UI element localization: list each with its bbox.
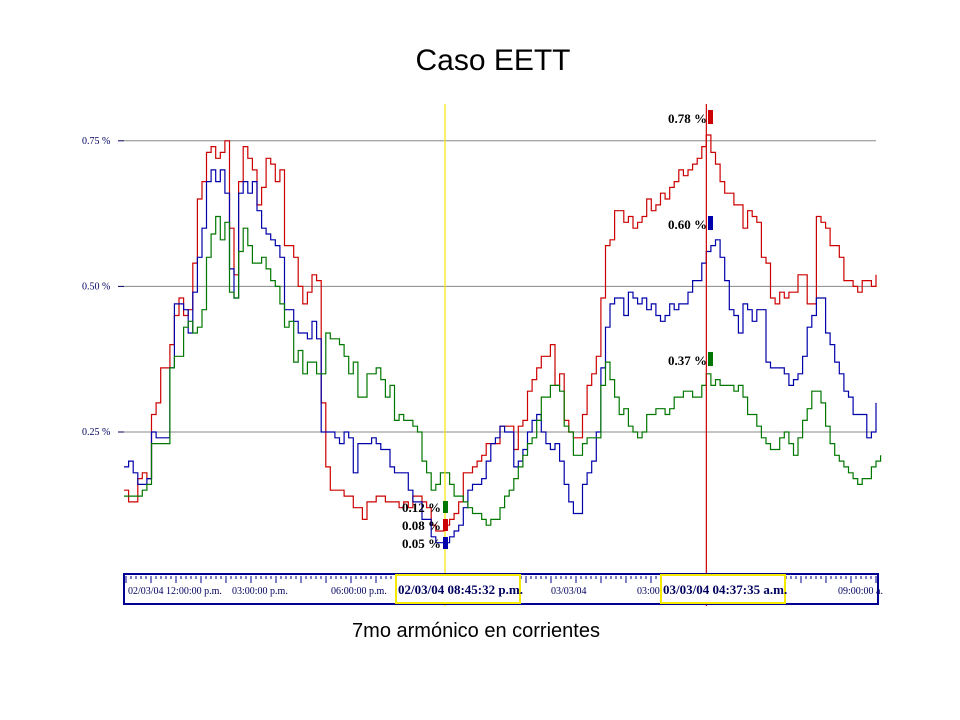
right-reading-swatch xyxy=(708,352,713,366)
y-tick-label: 0.25 % xyxy=(82,427,110,438)
right-reading: 0.78 % xyxy=(668,111,707,126)
time-axis-bar[interactable]: 02/03/04 12:00:00 p.m. 03:00:00 p.m. 06:00… xyxy=(123,573,883,605)
right-reading: 0.60 % xyxy=(668,217,707,232)
right-reading-swatch xyxy=(708,216,713,230)
x-tick-label: 03:00:0 xyxy=(637,586,668,597)
grid-lines xyxy=(124,140,876,433)
right-reading: 0.37 % xyxy=(668,353,707,368)
right-reading-swatch xyxy=(708,110,713,124)
y-tick-label: 0.50 % xyxy=(82,281,110,292)
y-tick-label: 0.75 % xyxy=(82,136,110,147)
series-line-1 xyxy=(124,169,877,544)
left-reading: 0.08 % xyxy=(402,518,441,533)
left-cursor-time-box xyxy=(395,574,521,604)
left-reading: 0.05 % xyxy=(402,536,441,551)
series-group xyxy=(124,134,882,544)
x-tick-label: 02/03/04 12:00:00 p.m. xyxy=(128,586,222,597)
right-cursor-time-box xyxy=(660,574,786,604)
y-axis-labels: 0.25 % 0.50 % 0.75 % xyxy=(82,136,124,438)
left-reading-swatch xyxy=(443,519,448,531)
left-reading-swatch xyxy=(443,537,448,549)
chart-caption: 7mo armónico en corrientes xyxy=(352,620,600,642)
cursor-readouts: 0.12 % 0.08 % 0.05 % 0.78 % 0.60 % 0.37 % xyxy=(402,110,713,551)
x-tick-label: 03/03/04 xyxy=(551,586,587,597)
series-line-2 xyxy=(124,215,882,526)
left-reading-swatch xyxy=(443,501,448,513)
x-tick-label: 06:00:00 p.m. xyxy=(331,586,387,597)
x-tick-label: 03:00:00 p.m. xyxy=(232,586,288,597)
left-reading: 0.12 % xyxy=(402,500,441,515)
series-line-0 xyxy=(124,134,877,532)
left-cursor-time-label: 02/03/04 08:45:32 p.m. xyxy=(398,582,523,597)
right-cursor-time-label: 03/03/04 04:37:35 a.m. xyxy=(663,582,787,597)
chart-title: Caso EETT xyxy=(415,44,571,77)
x-tick-label: 09:00:00 a. xyxy=(838,586,883,597)
